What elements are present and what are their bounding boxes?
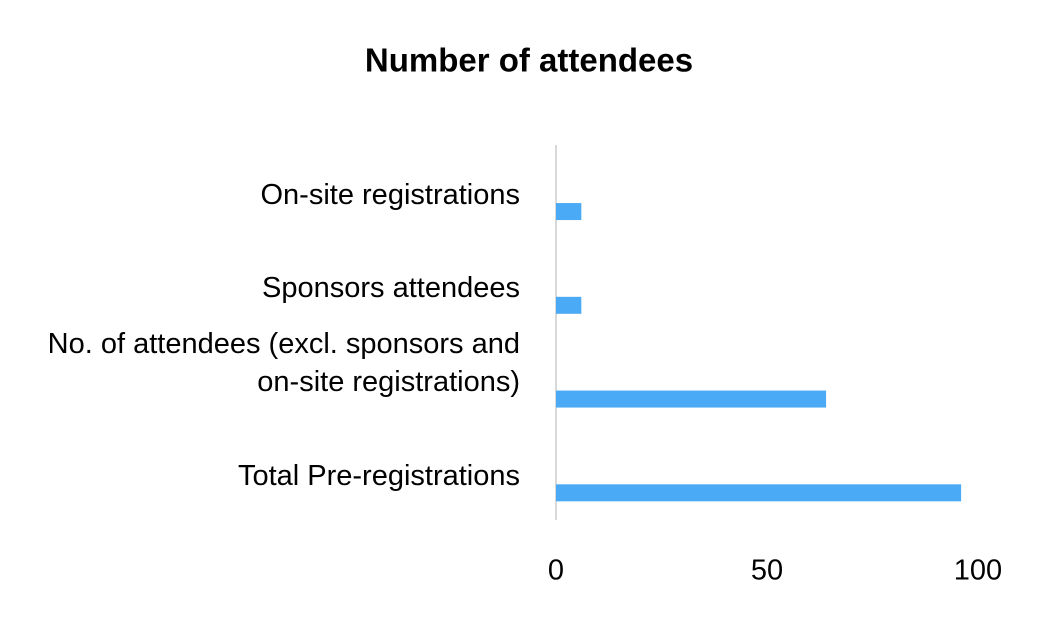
y-tick-label: Total Pre-registrations bbox=[237, 459, 520, 492]
y-tick-label: On-site registrations bbox=[260, 178, 521, 211]
x-tick-label: 0 bbox=[548, 555, 564, 587]
y-tick-label: Sponsors attendees bbox=[262, 272, 520, 305]
bar bbox=[556, 296, 582, 314]
x-tick-label: 50 bbox=[751, 555, 783, 587]
bar bbox=[556, 203, 582, 221]
bar bbox=[556, 390, 827, 408]
x-tick-label: 100 bbox=[954, 555, 1002, 587]
y-tick-label: No. of attendees (excl. sponsors and on-… bbox=[47, 328, 520, 399]
bar bbox=[556, 484, 962, 502]
chart-title: Number of attendees bbox=[365, 42, 693, 79]
